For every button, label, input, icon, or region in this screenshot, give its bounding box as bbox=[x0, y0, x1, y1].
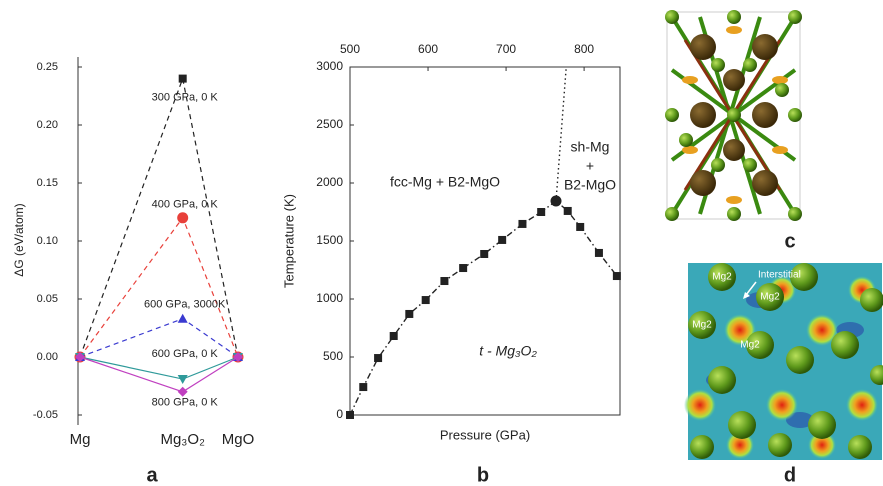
annotation: + bbox=[586, 158, 594, 174]
x-tick-label: Mg bbox=[70, 431, 91, 448]
series-label: 400 GPa, 0 K bbox=[152, 199, 219, 211]
y-tick-label: 1500 bbox=[316, 233, 343, 247]
marker bbox=[233, 352, 243, 362]
panel-label: b bbox=[477, 464, 489, 486]
marker bbox=[518, 219, 527, 228]
marker bbox=[374, 354, 383, 363]
density-map bbox=[684, 263, 883, 460]
x-axis-label: Pressure (GPa) bbox=[440, 427, 530, 442]
y-tick-label: 0.10 bbox=[37, 235, 58, 247]
marker bbox=[177, 375, 188, 385]
marker bbox=[177, 313, 188, 323]
series-label: 600 GPa, 0 K bbox=[152, 348, 219, 360]
y-tick-label: -0.05 bbox=[33, 409, 58, 421]
panel-label: d bbox=[784, 464, 796, 486]
annotation: t - Mg₃O₂ bbox=[479, 343, 537, 359]
y-tick-label: 0.00 bbox=[37, 351, 58, 363]
y-tick-label: 3000 bbox=[316, 59, 343, 73]
marker bbox=[537, 208, 546, 216]
marker bbox=[421, 296, 430, 305]
marker bbox=[178, 74, 187, 83]
y-tick-label: 1000 bbox=[316, 291, 343, 305]
marker bbox=[177, 212, 189, 224]
x-tick-label: Mg₃O₂ bbox=[160, 431, 205, 448]
map-label: Mg2 bbox=[712, 272, 732, 283]
x-tick-label: 800 bbox=[574, 42, 594, 56]
map-label: Mg2 bbox=[760, 292, 780, 303]
annotation: sh-Mg bbox=[571, 139, 610, 155]
marker bbox=[177, 386, 188, 397]
x-tick-label: MgO bbox=[222, 431, 255, 448]
plot-frame bbox=[349, 66, 621, 416]
marker bbox=[405, 309, 414, 318]
y-axis-label: Temperature (K) bbox=[281, 194, 296, 288]
y-tick-label: 0 bbox=[336, 407, 343, 421]
marker bbox=[612, 272, 621, 281]
series-line bbox=[79, 356, 239, 380]
annotation: fcc-Mg + B2-MgO bbox=[390, 174, 500, 190]
marker bbox=[480, 249, 489, 258]
series-label: 300 GPa, 0 K bbox=[152, 92, 219, 104]
x-tick-label: 600 bbox=[418, 42, 438, 56]
map-label: Mg2 bbox=[740, 340, 760, 351]
marker bbox=[359, 383, 368, 392]
marker bbox=[459, 264, 468, 273]
map-label: Mg2 bbox=[692, 320, 712, 331]
series-label: 800 GPa, 0 K bbox=[152, 397, 219, 409]
series-label: 600 GPa, 3000K bbox=[144, 299, 226, 311]
marker bbox=[75, 352, 85, 362]
marker bbox=[346, 411, 354, 419]
marker bbox=[576, 222, 585, 231]
y-tick-label: 2500 bbox=[316, 117, 343, 131]
x-tick-label: 500 bbox=[340, 42, 360, 56]
marker bbox=[389, 332, 398, 341]
y-axis-label: ΔG (eV/atom) bbox=[12, 203, 26, 276]
crystal-structure bbox=[665, 10, 802, 221]
annotation: B2-MgO bbox=[564, 177, 616, 193]
y-tick-label: 0.25 bbox=[37, 61, 58, 73]
marker bbox=[440, 277, 449, 286]
map-label: Interstitial bbox=[758, 270, 801, 281]
y-tick-label: 0.05 bbox=[37, 293, 58, 305]
y-tick-label: 500 bbox=[323, 349, 343, 363]
panel-label: a bbox=[146, 464, 158, 486]
marker bbox=[594, 248, 603, 257]
x-tick-label: 700 bbox=[496, 42, 516, 56]
panel-label: c bbox=[784, 230, 795, 252]
y-tick-label: 0.15 bbox=[37, 177, 58, 189]
series-line bbox=[79, 76, 239, 358]
marker bbox=[498, 235, 507, 244]
y-tick-label: 0.20 bbox=[37, 119, 58, 131]
y-tick-label: 2000 bbox=[316, 175, 343, 189]
marker bbox=[563, 206, 572, 215]
boundary-line bbox=[349, 200, 618, 416]
